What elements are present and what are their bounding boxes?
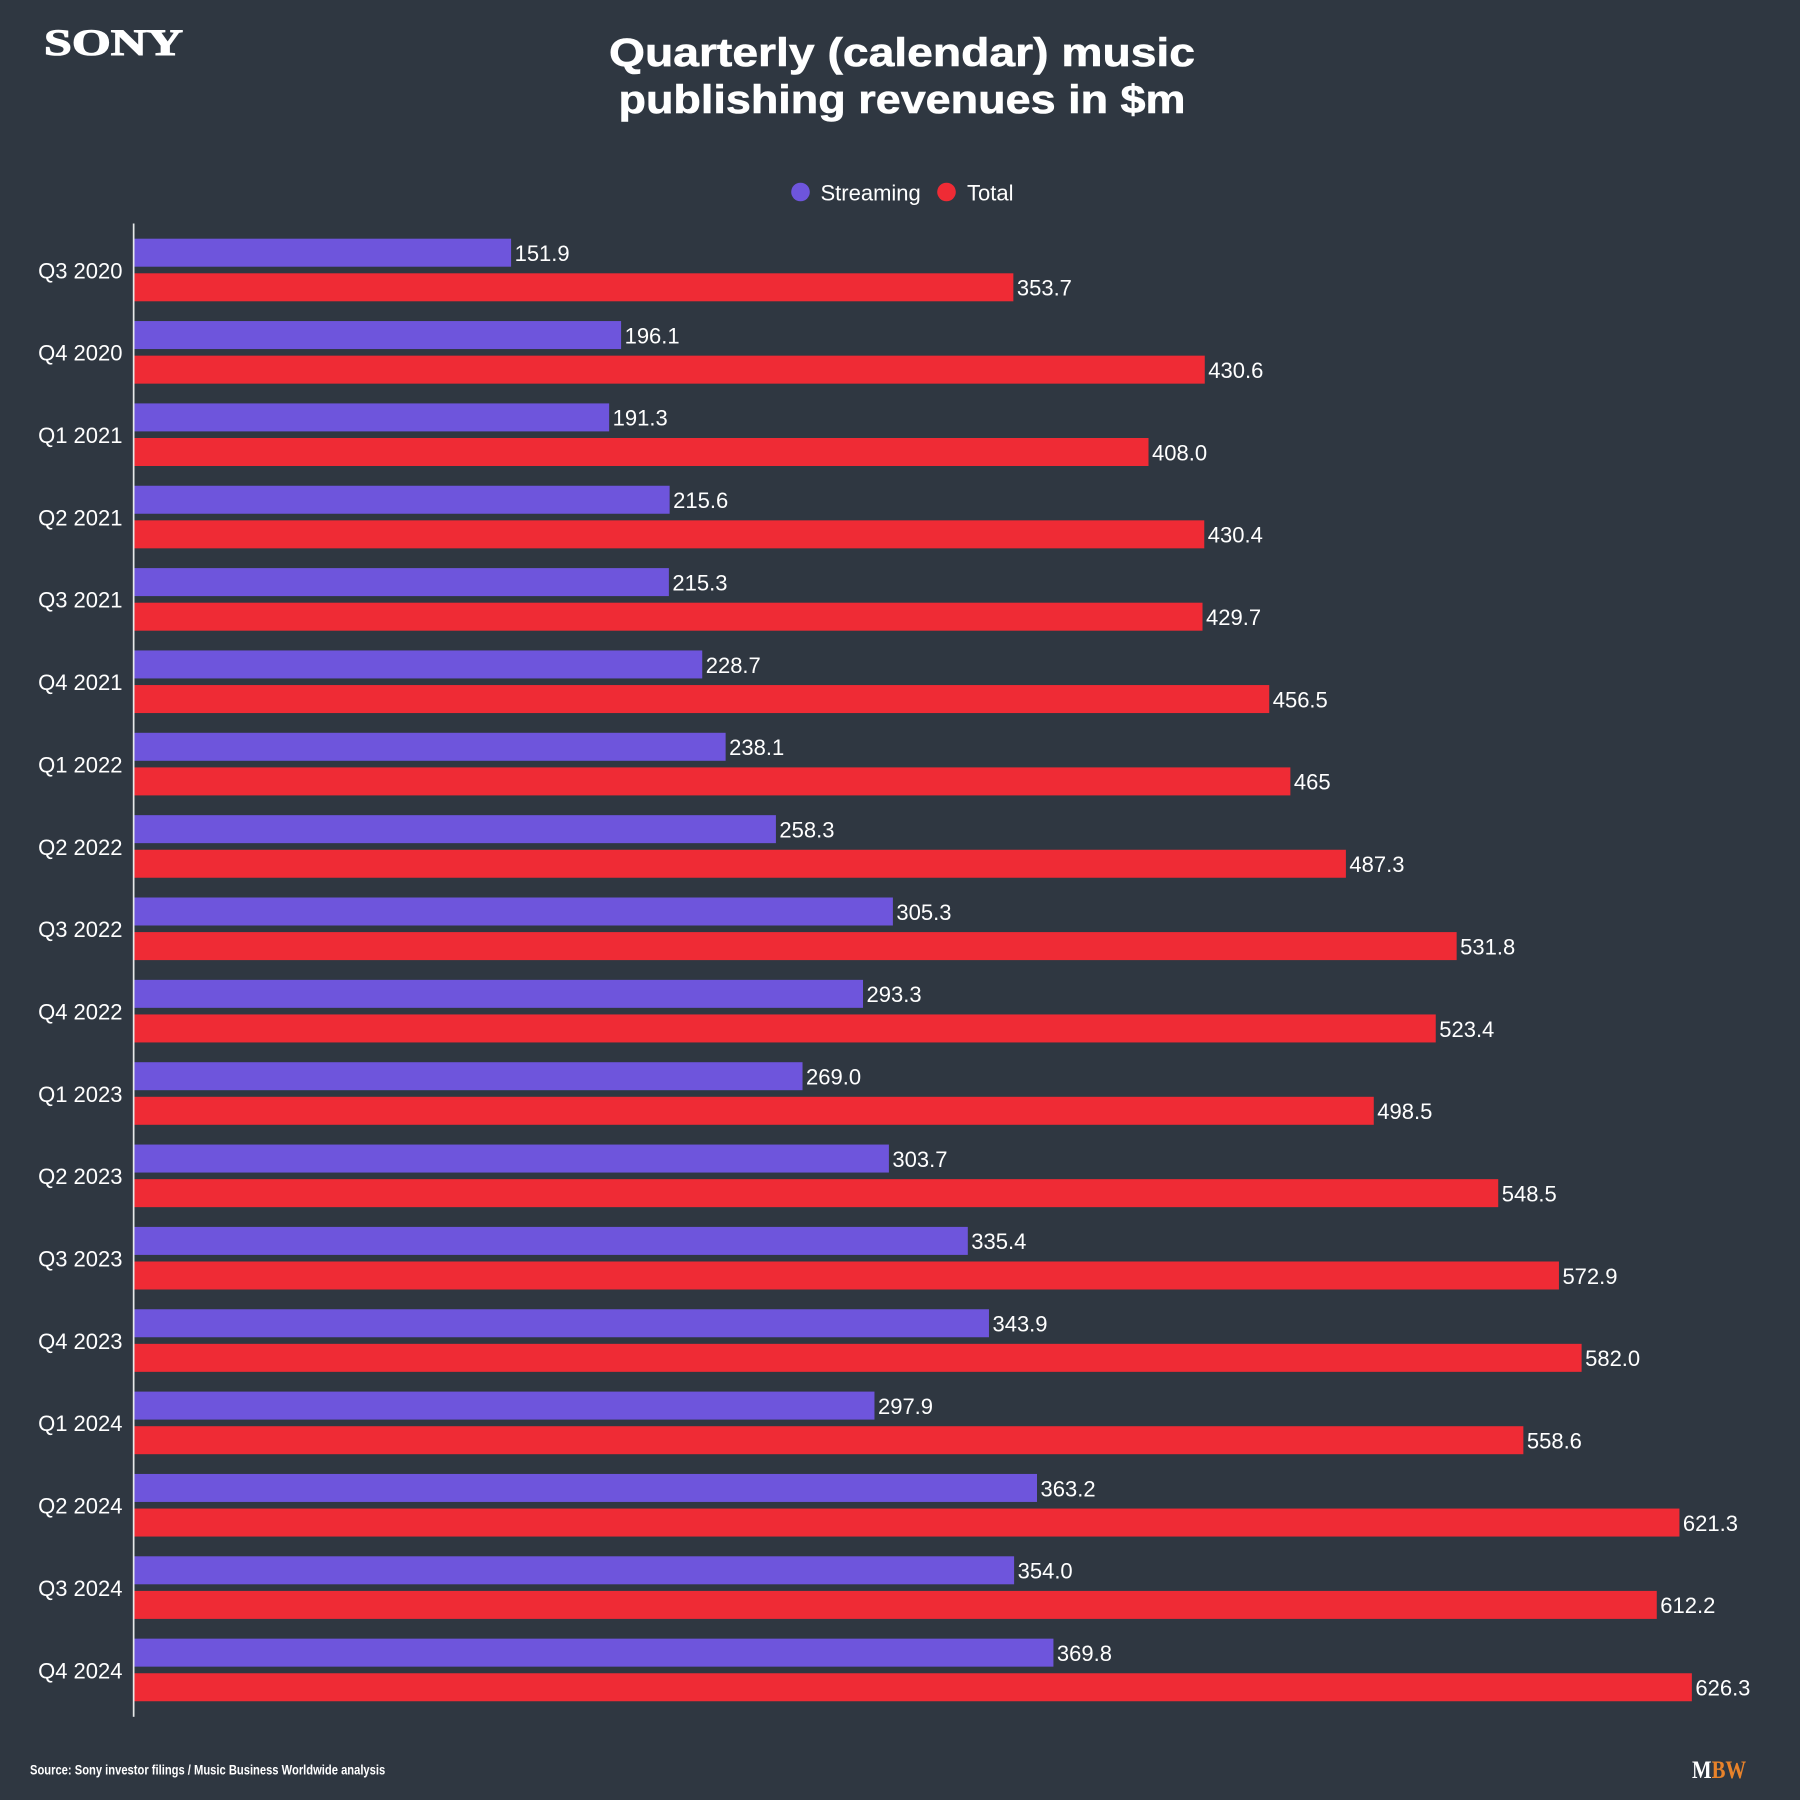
- svg-text:Q1 2023: Q1 2023: [38, 1082, 122, 1107]
- svg-text:548.5: 548.5: [1502, 1181, 1557, 1206]
- svg-text:523.4: 523.4: [1439, 1017, 1494, 1042]
- svg-text:Q4 2024: Q4 2024: [38, 1658, 122, 1683]
- svg-text:258.3: 258.3: [779, 817, 834, 842]
- svg-text:228.7: 228.7: [706, 653, 761, 678]
- svg-text:Q1 2022: Q1 2022: [38, 752, 122, 777]
- svg-text:Total: Total: [967, 180, 1013, 205]
- svg-text:572.9: 572.9: [1562, 1264, 1617, 1289]
- svg-text:Q2 2021: Q2 2021: [38, 505, 122, 530]
- svg-text:353.7: 353.7: [1017, 276, 1072, 301]
- svg-text:Streaming: Streaming: [821, 180, 921, 205]
- svg-text:343.9: 343.9: [992, 1312, 1047, 1337]
- svg-text:430.6: 430.6: [1208, 358, 1263, 383]
- svg-text:626.3: 626.3: [1695, 1676, 1750, 1701]
- svg-text:621.3: 621.3: [1683, 1511, 1738, 1536]
- svg-text:238.1: 238.1: [729, 735, 784, 760]
- svg-text:558.6: 558.6: [1527, 1429, 1582, 1454]
- svg-text:196.1: 196.1: [625, 323, 680, 348]
- svg-text:430.4: 430.4: [1208, 523, 1263, 548]
- svg-text:Source: Sony investor filings: Source: Sony investor filings / Music Bu…: [30, 1762, 385, 1777]
- svg-text:Q2 2024: Q2 2024: [38, 1494, 122, 1519]
- svg-text:303.7: 303.7: [892, 1147, 947, 1172]
- svg-text:MBW: MBW: [1692, 1756, 1746, 1783]
- svg-text:215.3: 215.3: [672, 570, 727, 595]
- svg-text:Quarterly (calendar) music: Quarterly (calendar) music: [609, 31, 1195, 75]
- svg-text:Q3 2020: Q3 2020: [38, 258, 122, 283]
- svg-text:Q3 2021: Q3 2021: [38, 588, 122, 613]
- svg-text:612.2: 612.2: [1660, 1593, 1715, 1618]
- svg-text:582.0: 582.0: [1585, 1346, 1640, 1371]
- svg-text:Q1 2021: Q1 2021: [38, 423, 122, 448]
- svg-text:305.3: 305.3: [896, 900, 951, 925]
- svg-text:Q1 2024: Q1 2024: [38, 1411, 122, 1436]
- svg-text:215.6: 215.6: [673, 488, 728, 513]
- svg-text:297.9: 297.9: [878, 1394, 933, 1419]
- svg-text:408.0: 408.0: [1152, 440, 1207, 465]
- svg-text:Q3 2023: Q3 2023: [38, 1247, 122, 1272]
- svg-text:Q4 2022: Q4 2022: [38, 999, 122, 1024]
- svg-text:191.3: 191.3: [613, 406, 668, 431]
- svg-text:456.5: 456.5: [1273, 687, 1328, 712]
- svg-text:Q4 2023: Q4 2023: [38, 1329, 122, 1354]
- svg-text:Q3 2024: Q3 2024: [38, 1576, 122, 1601]
- svg-text:Q3 2022: Q3 2022: [38, 917, 122, 942]
- svg-text:publishing revenues in $m: publishing revenues in $m: [619, 78, 1186, 122]
- svg-text:465: 465: [1294, 770, 1331, 795]
- svg-text:151.9: 151.9: [515, 241, 570, 266]
- svg-text:Q2 2022: Q2 2022: [38, 835, 122, 860]
- svg-text:SONY: SONY: [44, 22, 183, 63]
- svg-text:Q4 2020: Q4 2020: [38, 341, 122, 366]
- svg-text:487.3: 487.3: [1349, 852, 1404, 877]
- svg-text:531.8: 531.8: [1460, 934, 1515, 959]
- svg-text:Q4 2021: Q4 2021: [38, 670, 122, 695]
- svg-text:335.4: 335.4: [971, 1229, 1026, 1254]
- svg-text:498.5: 498.5: [1377, 1099, 1432, 1124]
- svg-text:293.3: 293.3: [867, 982, 922, 1007]
- svg-text:429.7: 429.7: [1206, 605, 1261, 630]
- svg-text:354.0: 354.0: [1018, 1559, 1073, 1584]
- svg-text:269.0: 269.0: [806, 1065, 861, 1090]
- svg-text:Q2 2023: Q2 2023: [38, 1164, 122, 1189]
- svg-text:363.2: 363.2: [1041, 1476, 1096, 1501]
- svg-text:369.8: 369.8: [1057, 1641, 1112, 1666]
